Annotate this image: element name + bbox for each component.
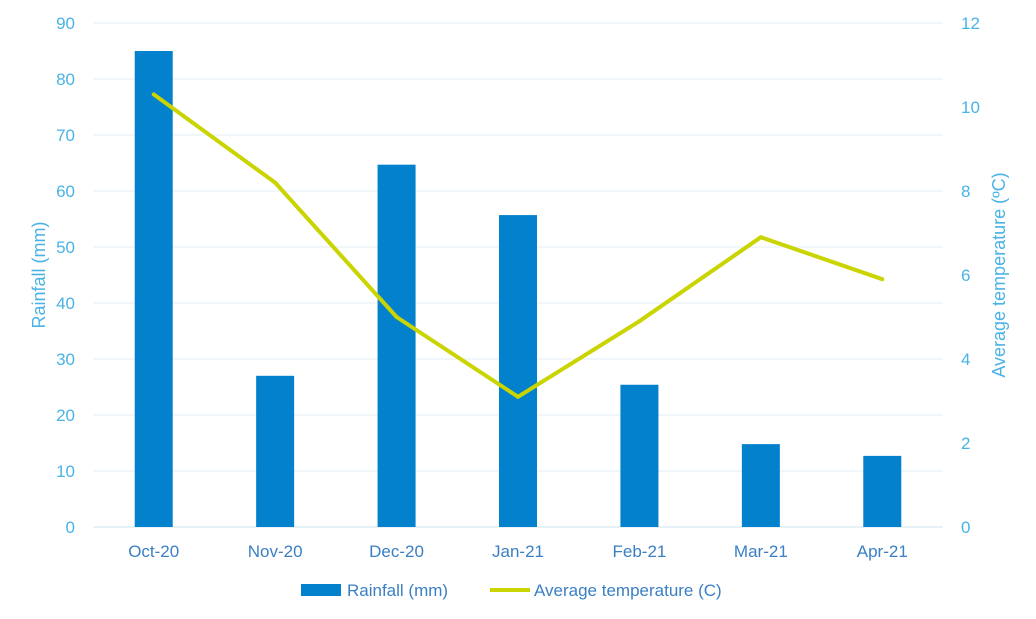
y2-tick-label: 8	[961, 182, 970, 201]
x-tick-label: Dec-20	[369, 542, 424, 561]
y-tick-label: 60	[56, 182, 75, 201]
rainfall-bar	[499, 215, 537, 527]
temperature-point	[394, 315, 399, 319]
x-tick-label: Jan-21	[492, 542, 544, 561]
x-tick-label: Apr-21	[857, 542, 908, 561]
rainfall-bar	[741, 444, 780, 527]
right-axis-ticks: 0 2 4 6 8 10 12	[961, 14, 980, 537]
left-axis-title: Rainfall (mm)	[29, 221, 49, 328]
y-tick-label: 70	[56, 126, 75, 145]
legend-swatch-rainfall	[301, 584, 341, 596]
y2-tick-label: 2	[961, 434, 970, 453]
x-tick-label: Nov-20	[248, 542, 303, 561]
right-axis-title: Average temperature (ºC)	[989, 172, 1009, 377]
y-tick-label: 40	[56, 294, 75, 313]
x-tick-label: Feb-21	[612, 542, 666, 561]
temperature-point	[880, 277, 885, 282]
temperature-point	[758, 235, 763, 240]
left-axis-ticks: 0 10 20 30 40 50 60 70 80 90	[56, 14, 75, 537]
x-tick-label: Mar-21	[734, 542, 788, 561]
y-tick-label: 10	[56, 462, 75, 481]
x-tick-label: Oct-20	[128, 542, 179, 561]
y-tick-label: 20	[56, 406, 75, 425]
legend: Rainfall (mm) Average temperature (C)	[301, 581, 722, 600]
legend-label-rainfall: Rainfall (mm)	[347, 581, 448, 600]
y-tick-label: 50	[56, 238, 75, 257]
y2-tick-label: 10	[961, 98, 980, 117]
rainfall-bar	[863, 455, 902, 527]
y-tick-label: 0	[66, 518, 75, 537]
rainfall-bar	[134, 51, 173, 527]
y-tick-label: 90	[56, 14, 75, 33]
legend-label-temperature: Average temperature (C)	[534, 581, 722, 600]
temperature-point	[516, 394, 520, 399]
y2-tick-label: 0	[961, 518, 970, 537]
rainfall-bars	[134, 51, 902, 527]
y2-tick-label: 6	[961, 266, 970, 285]
temperature-point	[637, 319, 642, 324]
y2-tick-label: 12	[961, 14, 980, 33]
temperature-point	[273, 180, 278, 185]
rainfall-bar	[256, 375, 295, 527]
temperature-line-series	[151, 92, 885, 399]
rainfall-bar	[377, 164, 416, 527]
rainfall-bar	[620, 384, 659, 527]
temperature-point	[151, 92, 156, 97]
y-tick-label: 30	[56, 350, 75, 369]
x-axis-ticks: Oct-20 Nov-20 Dec-20 Jan-21 Feb-21 Mar-21 Apr-…	[128, 542, 908, 561]
y-tick-label: 80	[56, 70, 75, 89]
y2-tick-label: 4	[961, 350, 970, 369]
